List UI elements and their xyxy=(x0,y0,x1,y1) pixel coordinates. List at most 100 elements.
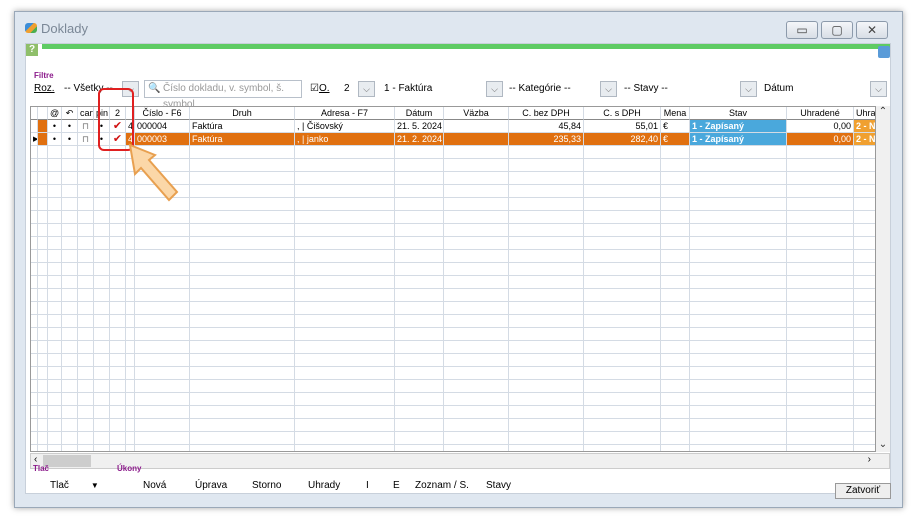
search-input[interactable]: 🔍 Číslo dokladu, v. symbol, š. symbol xyxy=(144,80,302,110)
action-zoznam-s-[interactable]: Zoznam / S. xyxy=(415,480,469,491)
grid-cell-empty xyxy=(94,302,110,315)
grid-cell-empty xyxy=(787,354,854,367)
grid-cell-empty xyxy=(295,250,395,263)
grid-cell-empty xyxy=(78,198,94,211)
grid-cell-empty xyxy=(787,289,854,302)
grid-cell-empty xyxy=(787,211,854,224)
close-button[interactable]: ✕ xyxy=(856,21,888,39)
bottom-toolbar: Tlač Tlač ▼ Úkony Nová Úprava Storno Uhrady I… xyxy=(25,464,891,500)
grid-cell-empty xyxy=(94,276,110,289)
type-select[interactable]: 1 - Faktúra xyxy=(384,83,433,94)
year-select[interactable]: 2 xyxy=(344,83,350,94)
grid-cell-empty xyxy=(295,185,395,198)
year-dropdown-button[interactable]: ⌵ xyxy=(358,81,375,97)
grid-cell-empty xyxy=(509,159,584,172)
state-dropdown-button[interactable]: ⌵ xyxy=(740,81,757,97)
grid-cell-empty xyxy=(584,302,661,315)
column-header-10: Adresa - F7 xyxy=(295,107,395,120)
grid-cell-empty xyxy=(787,367,854,380)
refresh-icon[interactable] xyxy=(878,46,890,58)
action-storno[interactable]: Storno xyxy=(252,480,282,491)
grid-cell-empty xyxy=(48,185,62,198)
grid-cell-empty xyxy=(854,250,875,263)
help-icon[interactable]: ? xyxy=(26,44,38,56)
sort-dropdown-button[interactable]: ⌵ xyxy=(870,81,887,97)
maximize-button[interactable]: ▢ xyxy=(821,21,853,39)
print-label: Tlač xyxy=(50,480,69,491)
grid-cell-empty xyxy=(48,328,62,341)
grid-cell: • xyxy=(48,120,62,133)
grid-cell-empty xyxy=(584,419,661,432)
action-uhrady[interactable]: Uhrady xyxy=(308,480,341,491)
grid-cell-empty xyxy=(661,289,690,302)
window-title-text: Doklady xyxy=(41,21,88,36)
grid-cell-empty xyxy=(509,380,584,393)
vertical-scrollbar[interactable]: ⌃ ⌄ xyxy=(876,106,890,452)
grid-cell-empty xyxy=(509,198,584,211)
grid-cell-empty xyxy=(395,224,444,237)
grid-cell-empty xyxy=(94,250,110,263)
grid-cell-empty xyxy=(94,406,110,419)
grid-cell-empty xyxy=(126,250,135,263)
grid-cell-empty xyxy=(444,224,509,237)
print-button[interactable]: Tlač ▼ xyxy=(50,480,99,491)
zatvorit-button[interactable]: Zatvoriť xyxy=(835,483,891,499)
sort-select[interactable]: Dátum xyxy=(764,83,794,94)
grid-cell-empty xyxy=(78,211,94,224)
grid-cell-empty xyxy=(110,263,126,276)
action-e[interactable]: E xyxy=(393,480,400,491)
category-dropdown-button[interactable]: ⌵ xyxy=(600,81,617,97)
grid-cell: 2 - N xyxy=(854,133,876,146)
action-i[interactable]: I xyxy=(366,480,369,491)
grid-cell-empty xyxy=(395,211,444,224)
documents-grid[interactable]: @ ↶ cart pin 2 Číslo - F6 Druh Adresa - F7 Dátum… xyxy=(30,106,876,452)
minimize-button[interactable]: ▭ xyxy=(786,21,818,39)
grid-cell-empty xyxy=(787,198,854,211)
grid-cell-empty xyxy=(690,341,787,354)
grid-cell-empty xyxy=(126,289,135,302)
grid-cell-empty xyxy=(38,224,48,237)
grid-cell-empty xyxy=(62,406,78,419)
action-nová[interactable]: Nová xyxy=(143,480,167,491)
grid-cell-empty xyxy=(395,445,444,451)
grid-cell-empty xyxy=(94,341,110,354)
action-stavy[interactable]: Stavy xyxy=(486,480,512,491)
column-header-4: cart xyxy=(78,107,94,120)
type-dropdown-button[interactable]: ⌵ xyxy=(486,81,503,97)
column-header-17: Uhradené xyxy=(787,107,854,120)
grid-cell-empty xyxy=(854,419,875,432)
category-select[interactable]: -- Kategórie -- xyxy=(509,83,571,94)
grid-cell-empty xyxy=(661,393,690,406)
grid-cell xyxy=(31,120,38,133)
grid-cell-empty xyxy=(661,211,690,224)
horizontal-scrollbar[interactable]: ‹ › xyxy=(30,453,890,469)
grid-cell: • xyxy=(94,120,110,133)
grid-cell: ▶ xyxy=(31,133,38,146)
grid-cell-empty xyxy=(78,159,94,172)
grid-cell-empty xyxy=(94,224,110,237)
grid-cell-empty xyxy=(31,198,38,211)
grid-cell-empty xyxy=(31,445,38,451)
grid-cell-empty xyxy=(38,146,48,159)
action-úprava[interactable]: Úprava xyxy=(195,480,228,491)
state-select[interactable]: -- Stavy -- xyxy=(624,83,668,94)
grid-cell-empty xyxy=(395,276,444,289)
column-header-11: Dátum xyxy=(395,107,444,120)
grid-cell-empty xyxy=(584,380,661,393)
grid-cell-empty xyxy=(31,328,38,341)
scrollbar-thumb[interactable] xyxy=(43,455,91,467)
grid-cell-empty xyxy=(584,328,661,341)
grid-cell-empty xyxy=(444,172,509,185)
grid-cell-empty xyxy=(295,224,395,237)
o-checkbox[interactable]: ☑O. xyxy=(310,83,330,94)
grid-cell-empty xyxy=(295,289,395,302)
grid-cell-empty xyxy=(444,419,509,432)
grid-cell-empty xyxy=(584,341,661,354)
grid-cell-empty xyxy=(62,159,78,172)
grid-cell-empty xyxy=(31,354,38,367)
grid-cell-empty xyxy=(48,159,62,172)
grid-cell-empty xyxy=(78,393,94,406)
roz-button[interactable]: Roz. xyxy=(34,83,55,94)
grid-cell-empty xyxy=(854,302,875,315)
scope-select[interactable]: -- Všetky -- xyxy=(64,83,113,94)
